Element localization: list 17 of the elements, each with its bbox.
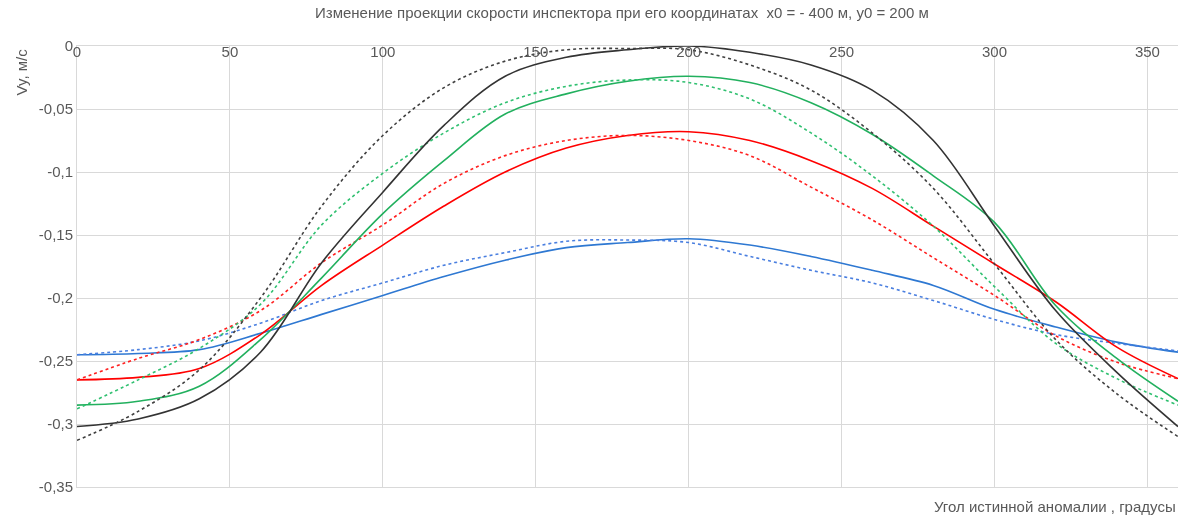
y-tick-label: -0,05 [38,100,73,118]
x-tick-label: 350 [1134,42,1160,60]
y-tick-label: -0,1 [47,163,73,181]
x-tick-label: 250 [829,42,855,60]
x-tick-label: 200 [676,42,702,60]
chart-title: Изменение проекции скорости инспектора при его координатах x0 = - 400 м, y0 = 200 м [314,4,929,22]
x-tick-label: 100 [370,42,396,60]
x-tick-label: 150 [523,42,549,60]
y-tick-label: -0,2 [47,289,73,307]
y-tick-label: -0,15 [38,226,73,244]
y-tick-label: -0,35 [38,478,73,496]
x-axis-title: Угол истинной аномалии , градусы [934,498,1176,515]
x-tick-label: 50 [221,42,239,60]
y-tick-label: -0,25 [38,352,73,370]
y-axis-title: Vy, м/с [13,48,31,96]
x-tick-label: 300 [981,42,1008,60]
y-tick-label: -0,3 [47,415,73,433]
